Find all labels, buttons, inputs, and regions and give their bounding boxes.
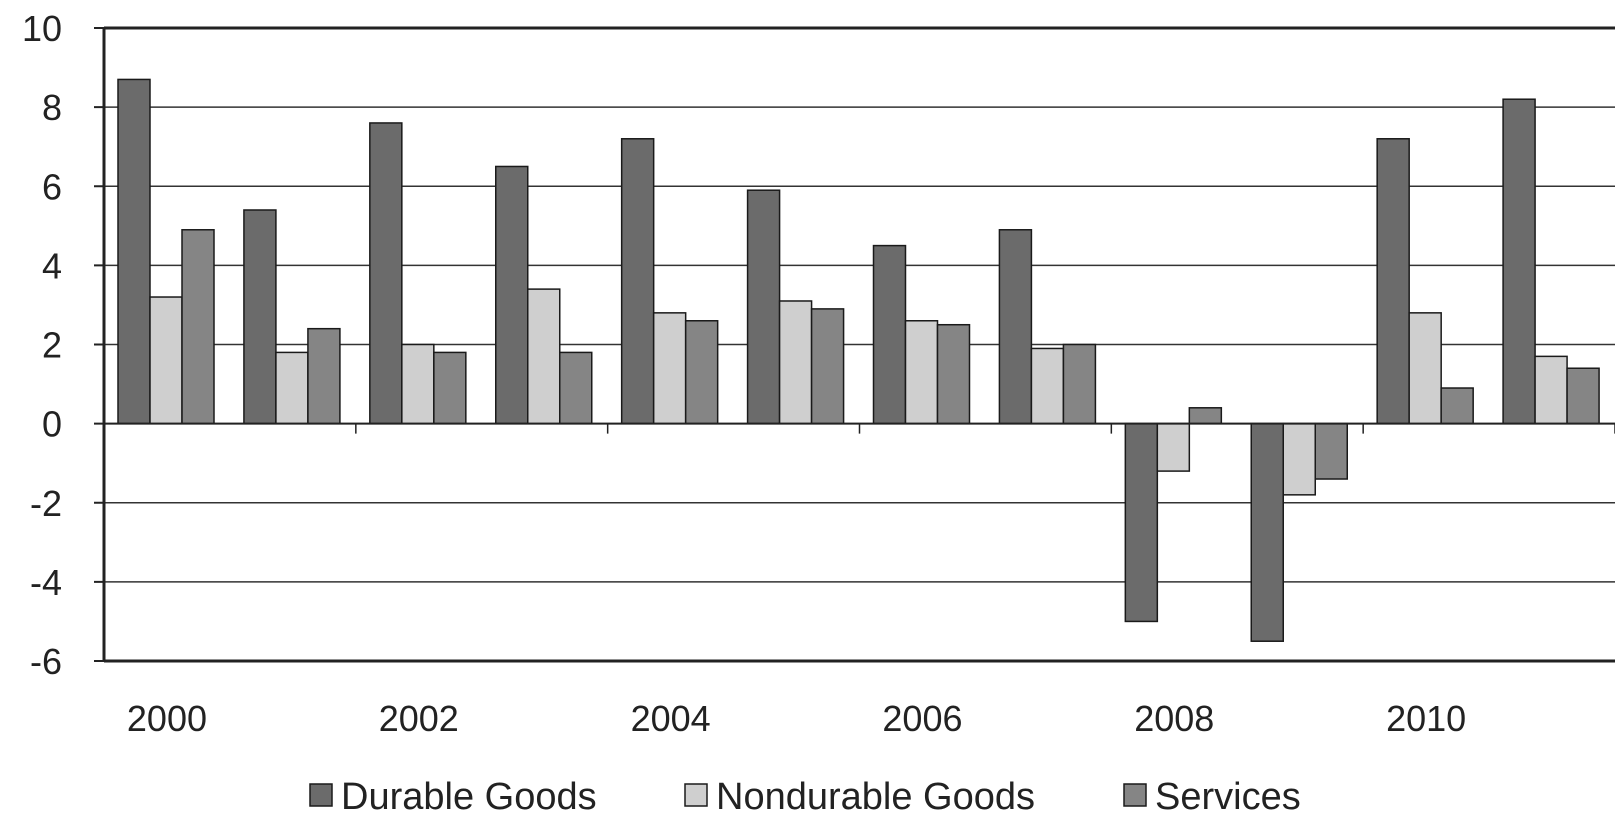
bar-nondurable-goods-2005: [778, 300, 813, 425]
bar-durable-goods-2003: [495, 165, 529, 425]
bar-services-2010: [1440, 387, 1474, 425]
bar-nondurable-goods-2006: [904, 320, 939, 425]
bar-durable-goods-2008: [1124, 422, 1159, 623]
y-tick-label: -6: [30, 641, 62, 682]
y-tick-label: 2: [42, 325, 62, 366]
bars: [117, 78, 1600, 642]
legend-label-nondurable-goods: Nondurable Goods: [716, 776, 1035, 818]
bar-services-2006: [936, 323, 971, 425]
y-tick-label: 0: [42, 404, 62, 445]
bar-nondurable-goods-2010: [1408, 312, 1442, 425]
bar-services-2002: [433, 351, 467, 425]
y-tick-label: -4: [30, 562, 62, 603]
bar-durable-goods-2009: [1250, 422, 1284, 642]
bar-services-2001: [307, 327, 341, 425]
y-tick-label: 6: [42, 166, 62, 207]
bar-nondurable-goods-2001: [275, 351, 309, 425]
legend-swatch-durable-goods: [309, 783, 333, 807]
bar-services-2003: [559, 351, 593, 425]
bar-durable-goods-2011: [1502, 98, 1536, 425]
bar-durable-goods-2007: [998, 229, 1033, 425]
bar-nondurable-goods-2009: [1282, 422, 1316, 496]
bar-durable-goods-2004: [620, 138, 655, 425]
bar-services-2009: [1314, 422, 1348, 480]
bar-services-2007: [1062, 343, 1097, 425]
bar-durable-goods-2001: [243, 209, 277, 425]
legend-swatch-nondurable-goods: [684, 783, 708, 807]
y-tick-label: 4: [42, 245, 62, 286]
x-tick-label: 2010: [1386, 698, 1466, 739]
bar-durable-goods-2000: [117, 78, 151, 425]
bar-durable-goods-2010: [1376, 138, 1410, 425]
x-tick-label: 2006: [882, 698, 962, 739]
x-axis-tick-labels: 2000 2002 2004 2006 2008 2010: [127, 698, 1466, 739]
x-tick-label: 2004: [631, 698, 711, 739]
y-tick-label: 10: [22, 8, 62, 49]
bar-nondurable-goods-2008: [1156, 422, 1191, 472]
x-tick-label: 2002: [379, 698, 459, 739]
bar-services-2005: [810, 308, 845, 425]
bar-services-2008: [1188, 407, 1223, 425]
bar-services-2011: [1566, 367, 1600, 425]
bar-nondurable-goods-2000: [149, 296, 183, 425]
legend: Durable Goods Nondurable Goods Services: [309, 776, 1301, 818]
bar-nondurable-goods-2002: [401, 343, 435, 425]
y-tick-label: 8: [42, 87, 62, 128]
bar-durable-goods-2005: [746, 189, 781, 425]
bar-nondurable-goods-2007: [1030, 347, 1065, 425]
axes: [94, 26, 1615, 663]
bar-services-2004: [684, 320, 719, 425]
bar-nondurable-goods-2003: [527, 288, 561, 425]
y-axis-tick-labels: 10 8 6 4 2 0 -2 -4 -6: [22, 8, 62, 682]
x-tick-label: 2000: [127, 698, 207, 739]
legend-label-durable-goods: Durable Goods: [341, 776, 597, 818]
x-tick-label: 2008: [1134, 698, 1214, 739]
bar-durable-goods-2006: [872, 244, 907, 425]
bar-nondurable-goods-2004: [652, 312, 687, 425]
y-tick-label: -2: [30, 483, 62, 524]
bar-nondurable-goods-2011: [1534, 355, 1568, 425]
bar-services-2000: [181, 229, 215, 425]
legend-swatch-services: [1123, 783, 1147, 807]
bar-durable-goods-2002: [369, 122, 403, 425]
legend-label-services: Services: [1155, 776, 1301, 818]
